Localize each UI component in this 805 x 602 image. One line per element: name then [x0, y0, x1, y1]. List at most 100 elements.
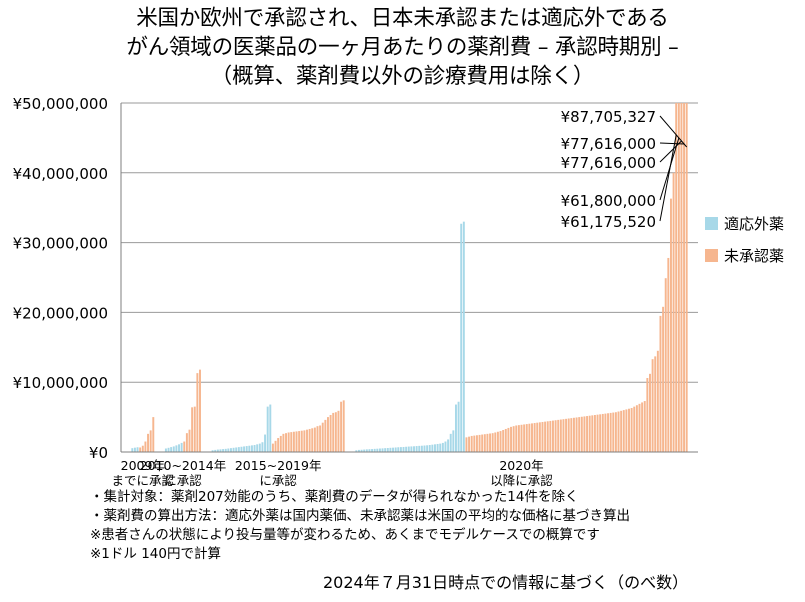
note-exchange-rate: ※1ドル 140円で計算	[90, 546, 221, 562]
bar-offlabel	[410, 446, 413, 452]
bar-unapproved	[295, 431, 298, 452]
bar-unapproved	[538, 422, 541, 452]
bar-unapproved	[292, 431, 295, 452]
bar-offlabel	[253, 445, 256, 452]
bar-unapproved	[473, 435, 476, 452]
bar-offlabel	[250, 445, 253, 452]
bar-offlabel	[452, 430, 455, 452]
bar-unapproved	[599, 414, 602, 452]
bar-unapproved	[512, 426, 515, 452]
bar-unapproved	[481, 434, 484, 452]
bar-unapproved	[685, 103, 688, 452]
bar-offlabel	[355, 450, 358, 452]
bar-unapproved	[525, 424, 528, 452]
bar-offlabel	[405, 446, 408, 452]
bar-unapproved	[659, 315, 662, 452]
bar-unapproved	[628, 408, 630, 452]
bar-offlabel	[172, 446, 175, 452]
bar-unapproved	[277, 438, 280, 452]
x-group-label: 2009年	[121, 458, 165, 473]
bar-offlabel	[431, 444, 434, 452]
bar-offlabel	[175, 445, 178, 452]
bar-unapproved	[531, 423, 533, 452]
bar-offlabel	[428, 445, 431, 452]
bar-unapproved	[580, 416, 583, 452]
bar-offlabel	[240, 446, 243, 452]
bar-unapproved	[680, 103, 683, 452]
bar-unapproved	[664, 278, 667, 452]
bar-offlabel	[224, 448, 227, 452]
bar-unapproved	[586, 416, 589, 452]
bar-offlabel	[399, 447, 402, 452]
bar-unapproved	[633, 406, 636, 452]
bar-unapproved	[656, 350, 659, 452]
bar-offlabel	[360, 449, 363, 452]
bar-unapproved	[620, 410, 623, 452]
bar-offlabel	[266, 406, 269, 452]
bar-unapproved	[604, 413, 607, 452]
bar-unapproved	[271, 443, 274, 452]
bar-unapproved	[612, 412, 615, 452]
bar-unapproved	[465, 437, 468, 452]
bar-unapproved	[609, 412, 612, 452]
bar-unapproved	[570, 418, 573, 452]
bar-unapproved	[562, 419, 565, 452]
bar-unapproved	[298, 431, 301, 452]
bar-offlabel	[227, 448, 230, 452]
bar-offlabel	[214, 449, 217, 452]
legend-item-unapproved: 未承認薬	[705, 245, 784, 266]
bar-unapproved	[188, 429, 191, 452]
bar-offlabel	[386, 448, 389, 452]
x-group-label: 以降に承認	[490, 473, 553, 488]
bar-unapproved	[533, 423, 536, 452]
chart-title-line-3: （概算、薬剤費以外の診療費用は除く）	[210, 64, 595, 89]
bar-offlabel	[434, 444, 436, 452]
bar-offlabel	[460, 223, 463, 452]
legend-item-offlabel: 適応外薬	[705, 213, 784, 234]
bar-unapproved	[282, 433, 285, 452]
bar-unapproved	[502, 430, 505, 452]
bar-unapproved	[567, 418, 570, 452]
bar-unapproved	[499, 431, 502, 452]
bar-offlabel	[381, 448, 384, 452]
bar-offlabel	[454, 404, 457, 452]
bar-offlabel	[371, 449, 374, 452]
bar-unapproved	[316, 426, 319, 452]
bar-offlabel	[363, 449, 366, 452]
bar-unapproved	[494, 432, 497, 452]
x-group-label: 2010~2014年	[140, 458, 227, 473]
bar-offlabel	[232, 447, 235, 452]
bar-unapproved	[287, 432, 290, 452]
note-scope: ・集計対象：薬剤207効能のうち、薬剤費のデータが得られなかった14件を除く	[90, 489, 579, 505]
bar-offlabel	[407, 446, 410, 452]
callout-leader	[659, 134, 677, 222]
callout-leader	[659, 142, 685, 145]
bar-unapproved	[139, 447, 142, 452]
bar-offlabel	[237, 447, 240, 452]
bar-unapproved	[649, 373, 651, 452]
bar-offlabel	[397, 447, 400, 452]
bar-unapproved	[643, 401, 646, 452]
bar-unapproved	[557, 419, 560, 452]
callout-leader	[659, 140, 682, 163]
x-group-label: に承認	[259, 473, 297, 488]
bar-unapproved	[149, 430, 152, 452]
note-method: ・薬剤費の算出方法：適応外薬は国内薬価、未承認薬は米国の平均的な価格に基づき算出	[90, 508, 630, 524]
bar-unapproved	[332, 412, 335, 452]
bar-unapproved	[199, 369, 201, 452]
bar-offlabel	[365, 449, 368, 452]
bar-unapproved	[654, 356, 657, 452]
callout-label: ¥77,616,000	[561, 135, 656, 153]
bar-offlabel	[420, 445, 423, 452]
y-tick-label: ¥40,000,000	[13, 165, 108, 183]
bar-unapproved	[544, 421, 547, 452]
bar-unapproved	[483, 434, 486, 452]
bar-unapproved	[486, 433, 489, 452]
bar-offlabel	[394, 447, 397, 452]
bar-unapproved	[274, 440, 277, 452]
bar-unapproved	[583, 416, 586, 452]
bar-unapproved	[342, 400, 345, 452]
x-group-label: 2020年	[499, 458, 543, 473]
bar-unapproved	[588, 415, 591, 452]
